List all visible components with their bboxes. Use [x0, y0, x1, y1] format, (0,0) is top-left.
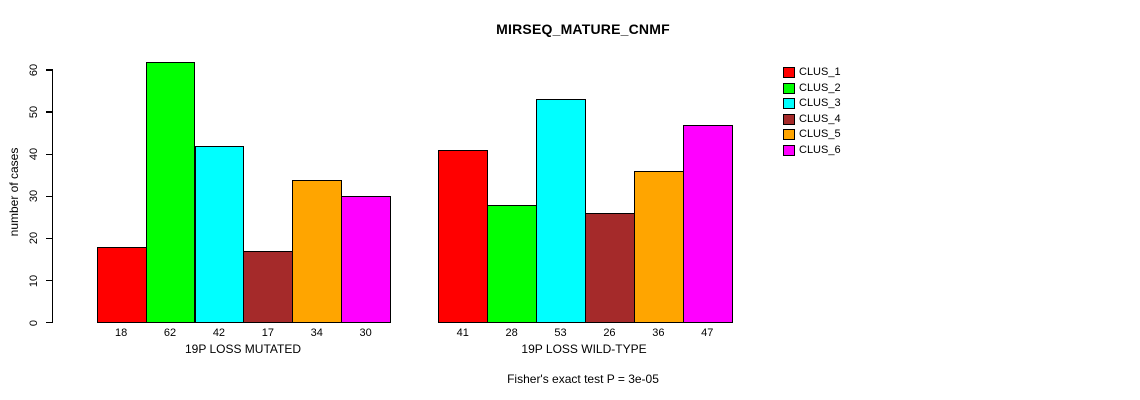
legend-swatch-clus_6: [783, 145, 795, 156]
y-tick: [46, 69, 53, 71]
y-tick: [46, 153, 53, 155]
bar-clus_6-group2: [682, 124, 733, 323]
bar-value-label: 28: [505, 327, 518, 339]
bar-clus_2-group2: [487, 204, 538, 323]
bar-value-label: 62: [163, 327, 177, 339]
legend-swatch-clus_3: [783, 98, 795, 110]
bar-value-label: 26: [603, 327, 616, 339]
y-tick-label: 20: [28, 232, 40, 245]
legend-swatch-clus_4: [783, 113, 795, 125]
bar-clus_3-group1: [194, 145, 245, 323]
legend-swatch-clus_2: [783, 82, 795, 94]
y-tick: [46, 279, 53, 282]
legend-label-clus_6: CLUS_6: [799, 144, 841, 156]
bar-value-label: 41: [456, 327, 469, 339]
legend-label-clus_2: CLUS_2: [799, 81, 841, 94]
y-tick-label: 0: [28, 319, 40, 326]
group-label-mutated: 19P LOSS MUTATED: [184, 342, 302, 356]
chart-title: MIRSEQ_MATURE_CNMF: [496, 21, 670, 37]
legend-label-clus_5: CLUS_5: [799, 128, 841, 141]
bar-clus_1-group1: [96, 246, 147, 323]
legend-label-clus_3: CLUS_3: [799, 97, 841, 110]
y-tick: [46, 111, 53, 113]
bar-clus_4-group2: [585, 213, 635, 323]
y-tick: [46, 195, 53, 197]
legend-label-clus_1: CLUS_1: [799, 66, 841, 78]
bar-clus_1-group2: [438, 150, 489, 323]
bar-value-label: 17: [261, 327, 274, 339]
bar-clus_5-group1: [292, 179, 343, 323]
y-tick: [46, 237, 53, 240]
bar-clus_4-group1: [243, 251, 294, 323]
bar-value-label: 30: [359, 327, 372, 339]
bar-value-label: 18: [115, 327, 128, 339]
y-tick-label: 10: [28, 274, 40, 287]
y-tick-label: 30: [28, 190, 40, 203]
bar-clus_3-group2: [536, 99, 586, 323]
bar-value-label: 42: [212, 327, 226, 339]
legend-label-clus_4: CLUS_4: [799, 112, 841, 125]
bar-value-label: 36: [652, 327, 665, 339]
legend-swatch-clus_5: [783, 129, 795, 141]
y-axis-title: number of cases: [7, 147, 21, 237]
bar-clus_2-group1: [145, 61, 196, 323]
fisher-test-annotation: Fisher's exact test P = 3e-05: [507, 372, 659, 386]
bar-value-label: 47: [701, 327, 714, 339]
bar-value-label: 53: [554, 327, 567, 339]
group-label-wild-type: 19P LOSS WILD-TYPE: [521, 342, 647, 356]
y-tick-label: 60: [28, 63, 40, 77]
y-tick-label: 50: [28, 105, 40, 119]
y-tick-label: 40: [28, 148, 40, 161]
bar-clus_5-group2: [633, 171, 684, 323]
y-tick: [46, 322, 53, 324]
legend-swatch-clus_1: [783, 67, 795, 78]
bar-value-label: 34: [310, 327, 323, 339]
bar-clus_6-group1: [341, 196, 392, 323]
